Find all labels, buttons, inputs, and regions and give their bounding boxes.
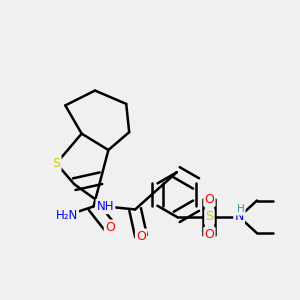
- Text: S: S: [52, 157, 60, 170]
- Text: O: O: [105, 221, 115, 234]
- Text: O: O: [205, 228, 214, 241]
- Text: S: S: [206, 210, 213, 224]
- Text: O: O: [205, 193, 214, 206]
- Text: N: N: [235, 210, 244, 224]
- Text: H₂N: H₂N: [56, 209, 78, 222]
- Text: H: H: [237, 204, 244, 214]
- Text: O: O: [136, 230, 146, 243]
- Text: NH: NH: [97, 200, 114, 213]
